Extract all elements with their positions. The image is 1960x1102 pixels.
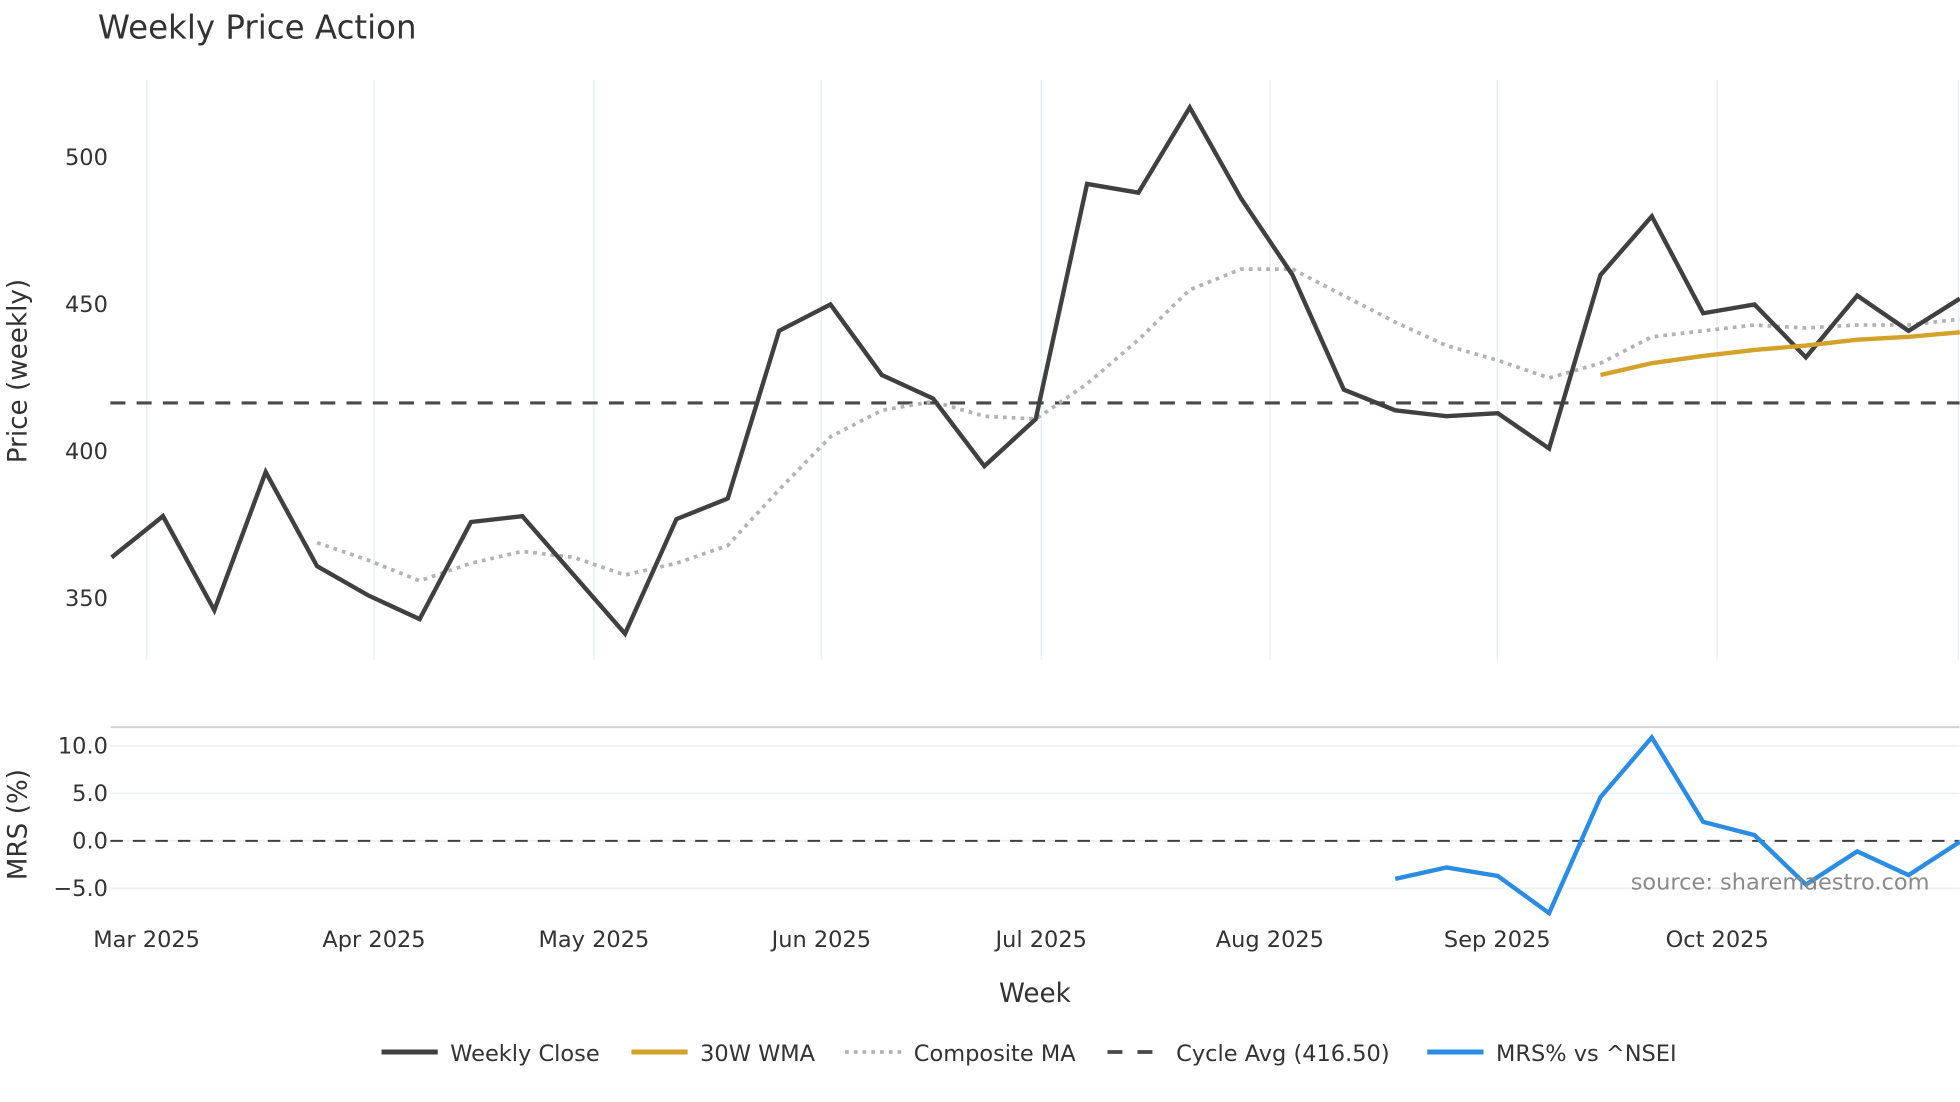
chart-title: Weekly Price Action <box>98 9 417 47</box>
chart-legend: Weekly Close 30W WMA Composite MA Cycle Avg… <box>381 1041 1677 1067</box>
price-y-axis-title: Price (weekly) <box>4 279 34 463</box>
legend-label: Composite MA <box>914 1041 1076 1067</box>
mrs-y-tick-label: 10.0 <box>58 733 108 759</box>
legend-label: Weekly Close <box>450 1041 599 1067</box>
price-series-group <box>110 103 1960 638</box>
price-grid <box>145 79 1960 660</box>
legend-entry[interactable]: Cycle Avg (416.50) <box>1107 1041 1390 1067</box>
mrs-y-axis-title: MRS (%) <box>4 769 34 880</box>
x-tick-label: Jul 2025 <box>994 927 1087 953</box>
mrs-line <box>1394 733 1960 917</box>
x-tick-label: Apr 2025 <box>322 927 425 953</box>
price-y-tick-label: 350 <box>65 586 108 612</box>
mrs-grid <box>110 744 1960 890</box>
legend-entry[interactable]: 30W WMA <box>631 1041 816 1067</box>
mrs-y-tick-label: 0.0 <box>72 828 108 854</box>
x-axis-ticks: Mar 2025 Apr 2025 May 2025 Jun 2025 Jul 2025… <box>93 927 1768 953</box>
x-tick-label: Oct 2025 <box>1666 927 1769 953</box>
x-tick-label: May 2025 <box>539 927 650 953</box>
legend-label: 30W WMA <box>700 1041 816 1067</box>
x-tick-label: Aug 2025 <box>1216 927 1324 953</box>
legend-entry[interactable]: Composite MA <box>845 1041 1076 1067</box>
30w-wma-line <box>1599 330 1960 378</box>
legend-label: MRS% vs ^NSEI <box>1496 1041 1677 1067</box>
mrs-y-ticks: −5.0 0.0 5.0 10.0 <box>53 733 108 901</box>
price-y-ticks: 350 400 450 500 <box>65 145 108 612</box>
weekly-close-line <box>110 103 1960 638</box>
composite-ma-line <box>316 267 1960 583</box>
legend-entry[interactable]: Weekly Close <box>381 1041 600 1067</box>
mrs-y-tick-label: 5.0 <box>72 781 108 807</box>
source-annotation: source: sharemaestro.com <box>1631 870 1930 896</box>
price-y-tick-label: 450 <box>65 292 108 318</box>
mrs-y-tick-label: −5.0 <box>53 876 108 902</box>
x-axis-title: Week <box>999 979 1072 1009</box>
price-y-tick-label: 500 <box>65 145 108 171</box>
legend-entry[interactable]: MRS% vs ^NSEI <box>1427 1041 1677 1067</box>
mrs-series-group <box>1394 733 1960 917</box>
x-tick-label: Sep 2025 <box>1444 927 1551 953</box>
x-tick-label: Mar 2025 <box>93 927 200 953</box>
x-tick-label: Jun 2025 <box>770 927 871 953</box>
price-y-tick-label: 400 <box>65 439 108 465</box>
legend-label: Cycle Avg (416.50) <box>1176 1041 1389 1067</box>
